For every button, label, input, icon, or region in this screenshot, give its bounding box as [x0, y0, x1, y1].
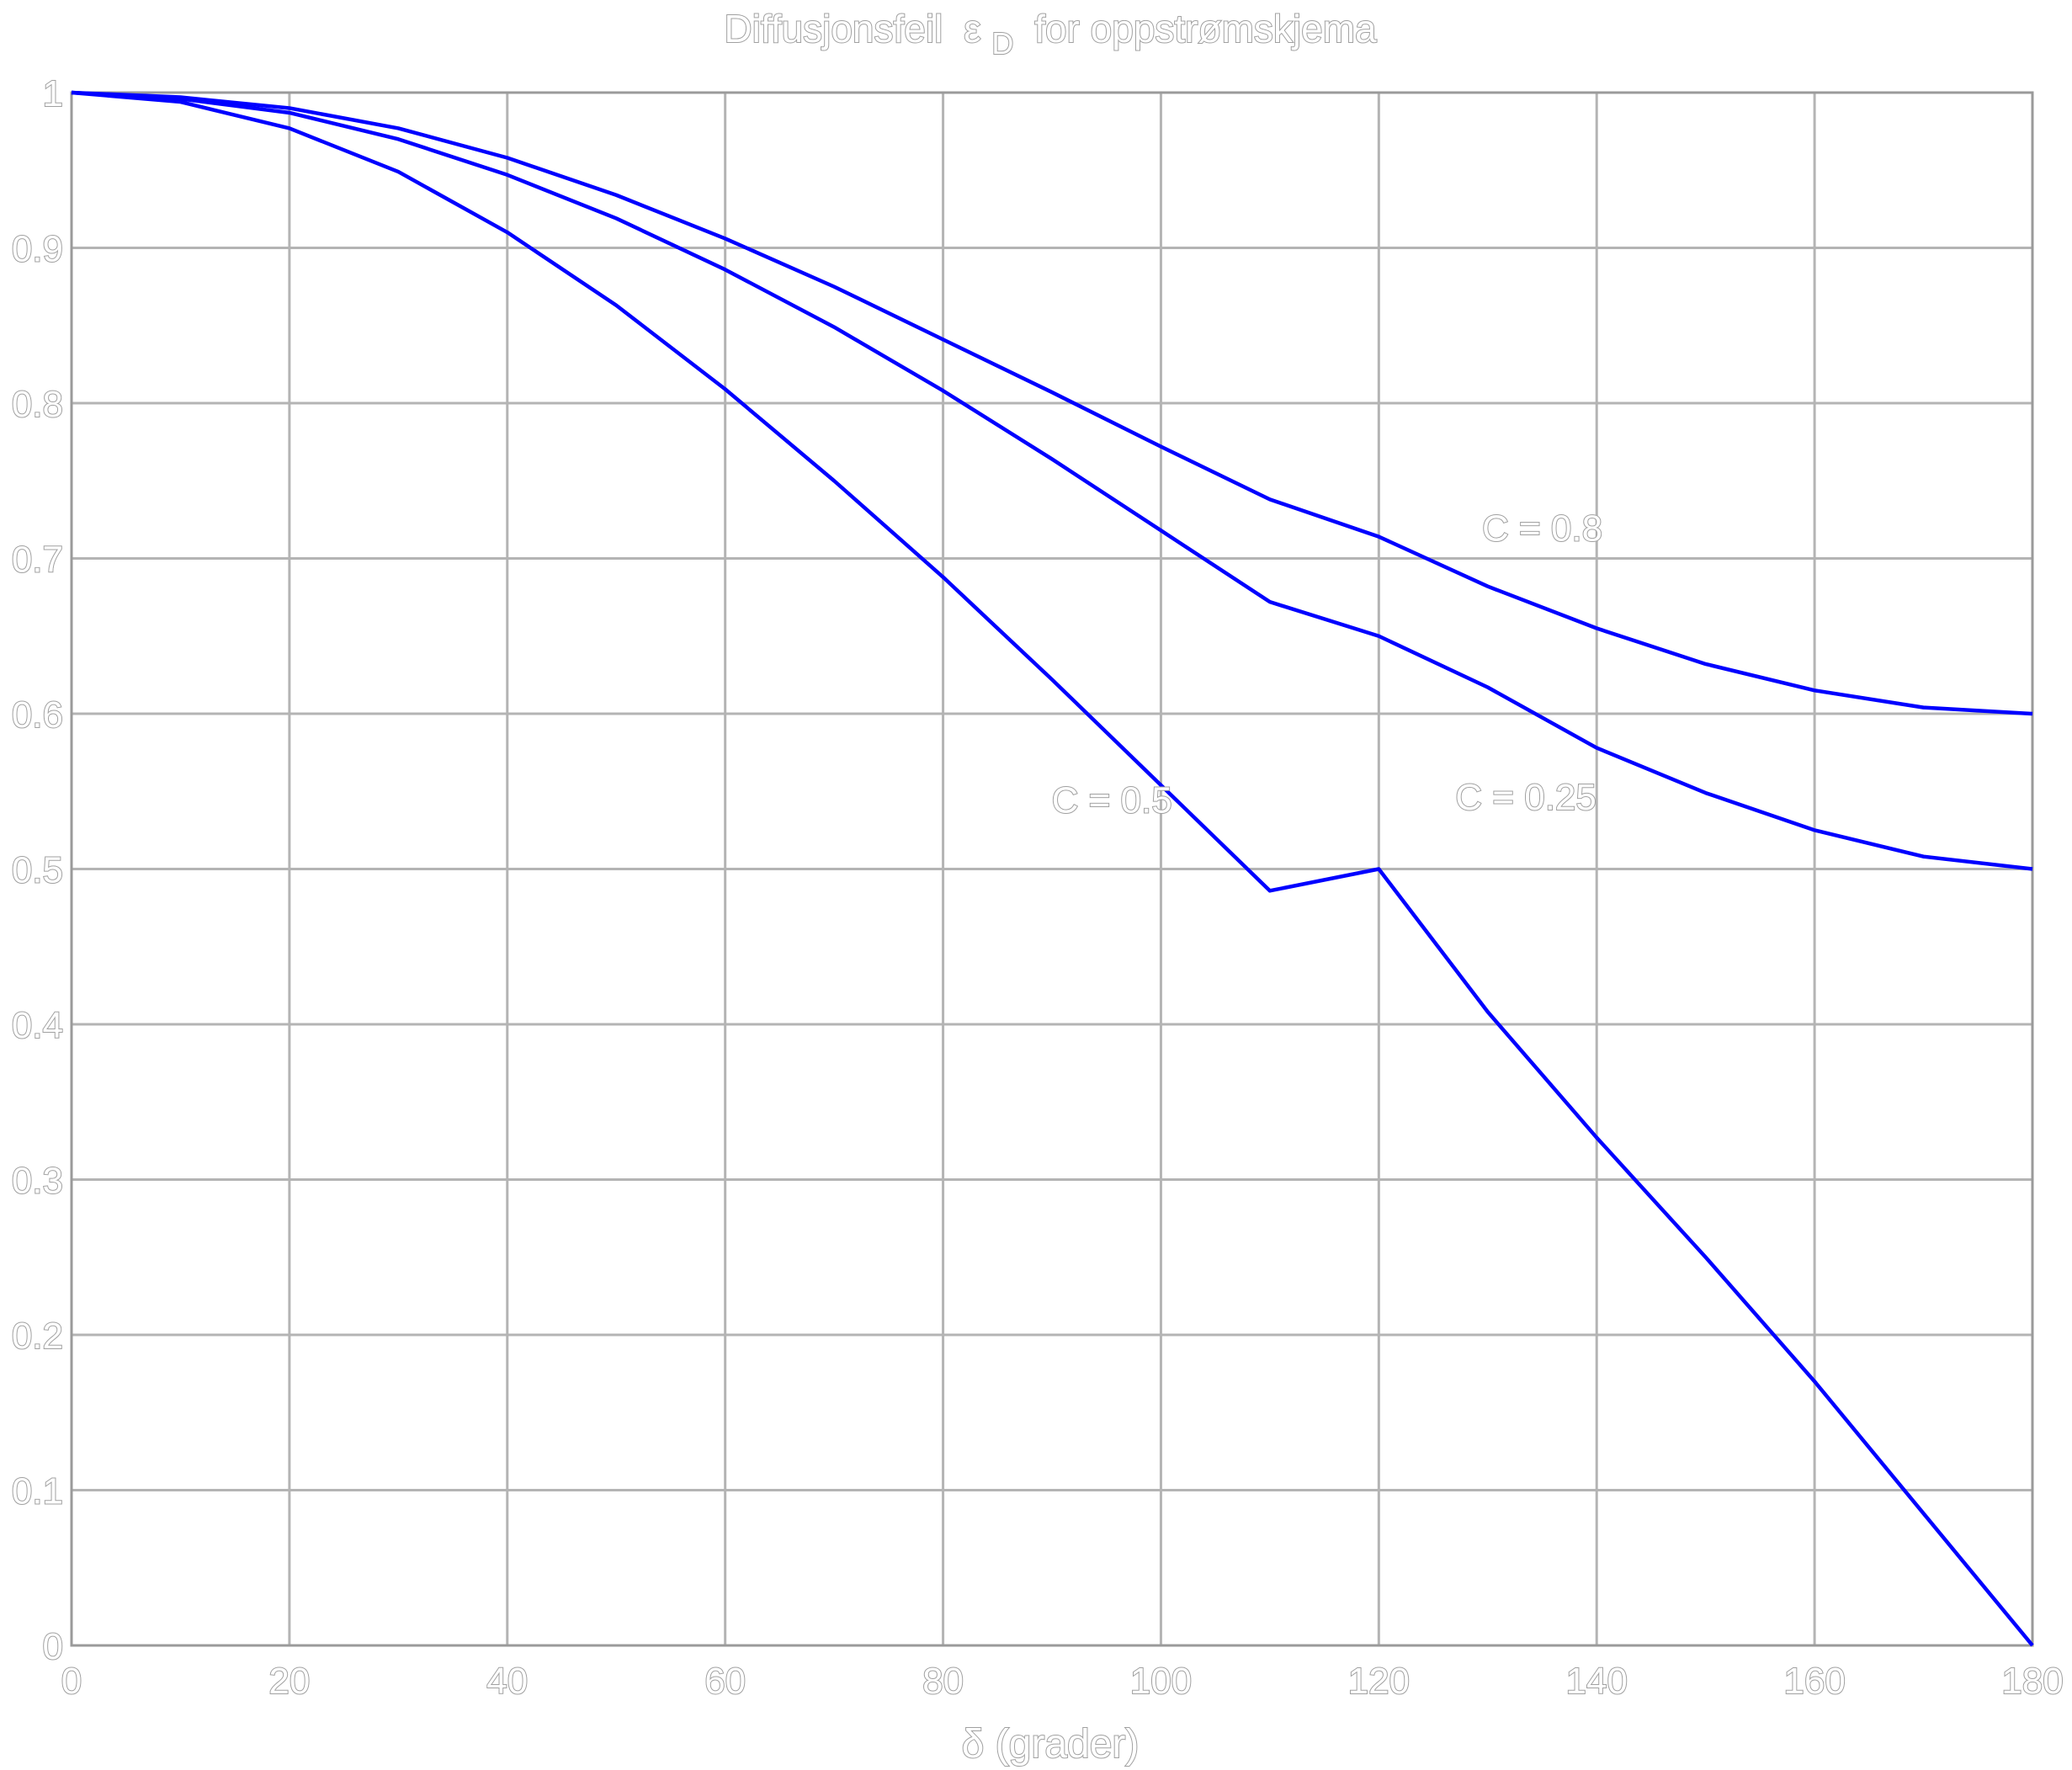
y-tick-label-9: 0.9: [12, 229, 63, 270]
x-tick-label-1: 20: [268, 1661, 310, 1702]
annotation-label-1: C = 0.5: [1052, 779, 1172, 821]
series-line-1: [71, 90, 2033, 871]
x-tick-label-4: 80: [922, 1661, 964, 1702]
y-tick-label-8: 0.8: [12, 384, 63, 425]
annotations: C = 0.8 C = 0.5 C = 0.25: [1051, 508, 1603, 822]
series-line-0: [71, 90, 2033, 716]
y-tick-label-4: 0.4: [12, 1005, 63, 1046]
grid: [70, 91, 2034, 1647]
x-tick-label-9: 180: [2001, 1661, 2063, 1702]
annotation-label-0: C = 0.8: [1482, 508, 1602, 550]
y-tick-label-3: 0.3: [12, 1161, 63, 1202]
series-line-2: [71, 90, 2034, 1647]
chart-title-subscript: D: [991, 26, 1013, 61]
x-axis-label: δ (grader): [962, 1722, 1140, 1767]
chart-title-suffix: for oppstrømskjema: [1034, 7, 1377, 50]
y-tick-label-10: 1: [43, 73, 63, 114]
x-tick-label-7: 140: [1566, 1661, 1628, 1702]
y-tick-label-6: 0.6: [12, 694, 63, 736]
x-tick-label-3: 60: [704, 1661, 746, 1702]
x-tick-label-8: 160: [1783, 1661, 1845, 1702]
y-tick-label-7: 0.7: [12, 540, 63, 581]
y-tick-label-1: 0.1: [12, 1471, 63, 1512]
y-tick-label-0: 0: [43, 1626, 63, 1667]
y-tick-label-5: 0.5: [12, 850, 63, 891]
y-tick-label-2: 0.2: [12, 1316, 63, 1357]
annotation-label-2: C = 0.25: [1455, 777, 1597, 818]
x-tick-label-0: 0: [61, 1661, 82, 1702]
x-tick-label-6: 120: [1348, 1661, 1410, 1702]
y-tick-labels: 0 0.1 0.2 0.3 0.4 0.5 0.6 0.7 0.8 0.9 1: [11, 72, 64, 1668]
x-tick-label-2: 40: [486, 1661, 528, 1702]
chart-title-symbol: ε: [964, 7, 981, 50]
chart-title-text: Diffusjonsfeil: [724, 7, 943, 50]
chart-title: Diffusjonsfeil ε D for oppstrømskjema: [724, 7, 1377, 62]
x-tick-labels: 0 20 40 60 80 100 120 140 160 180: [61, 1660, 2064, 1703]
series-lines: [71, 90, 2034, 1647]
x-tick-label-5: 100: [1130, 1661, 1192, 1702]
